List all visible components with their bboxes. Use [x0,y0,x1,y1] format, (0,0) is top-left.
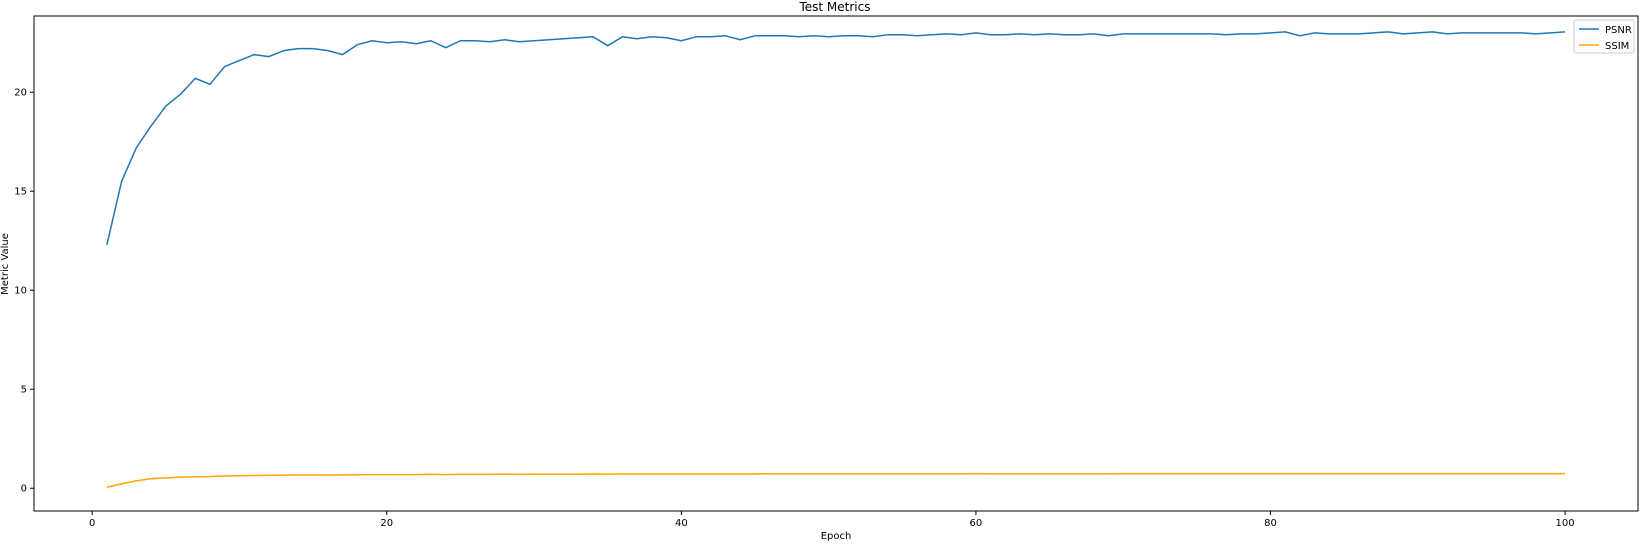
y-tick-label-20: 20 [14,88,27,99]
x-axis-label: Epoch [821,531,852,542]
y-tick-label-5: 5 [21,385,27,396]
x-tick-label-0: 0 [89,518,95,529]
series-line-ssim [106,472,1566,488]
chart-title: Test Metrics [798,0,870,14]
series-line-psnr [106,31,1566,245]
x-tick-label-80: 80 [1264,518,1277,529]
x-tick-label-20: 20 [380,518,393,529]
ticks-layer: 0 20 40 60 80 100 0 5 10 15 20 [14,88,1574,529]
legend-label-psnr: PSNR [1605,25,1632,36]
y-tick-label-10: 10 [14,286,27,297]
y-axis-label: Metric Value [0,233,11,295]
x-tick-label-100: 100 [1556,518,1575,529]
x-tick-label-40: 40 [675,518,688,529]
legend: PSNR SSIM [1573,19,1635,54]
plot-frame [33,15,1639,512]
x-tick-label-60: 60 [970,518,983,529]
legend-label-ssim: SSIM [1605,41,1629,52]
series-layer [106,31,1566,488]
y-tick-label-15: 15 [14,187,27,198]
y-tick-label-0: 0 [21,484,27,495]
